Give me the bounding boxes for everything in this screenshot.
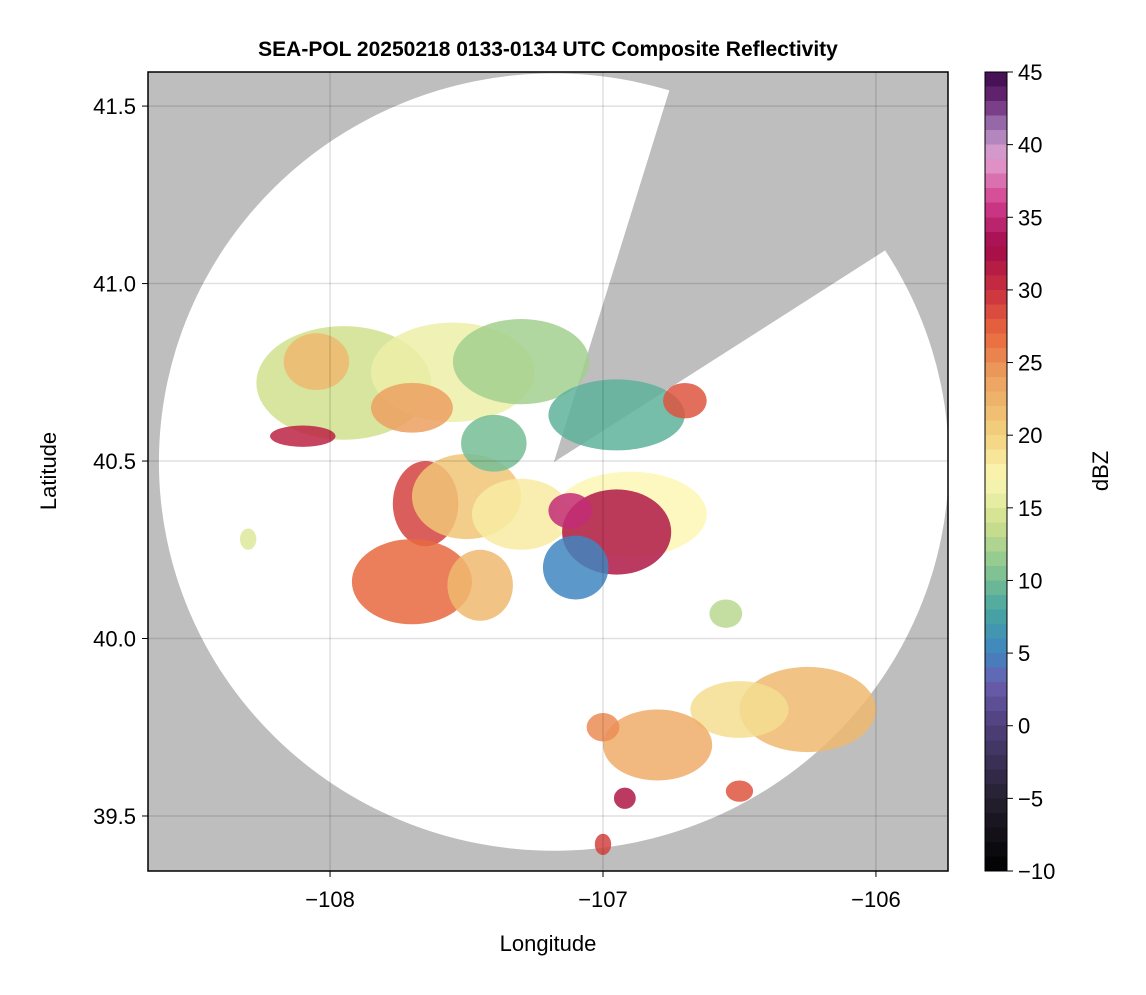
colorbar-tick-label: 25 (1018, 351, 1042, 376)
colorbar-tick-label: 15 (1018, 496, 1042, 521)
y-tick-label: 41.5 (93, 94, 136, 119)
x-tick-label: −106 (851, 887, 901, 912)
colorbar-tick-label: −10 (1018, 859, 1055, 884)
echo-cell (447, 549, 513, 621)
y-axis-label: Latitude (36, 432, 61, 510)
y-tick-label: 40.0 (93, 627, 136, 652)
echo-cell (663, 382, 707, 419)
echo-cell (594, 833, 612, 856)
plot-frame (147, 71, 949, 872)
x-ticks: −108 −107 −106 (305, 871, 901, 912)
y-tick-label: 40.5 (93, 449, 136, 474)
colorbar-label: dBZ (1088, 451, 1113, 491)
blocked-sector (553, 72, 948, 463)
echo-cell (370, 382, 453, 433)
echo-cell (586, 713, 620, 742)
colorbar-tick-label: 10 (1018, 568, 1042, 593)
echo-cell (452, 319, 590, 405)
chart-title: SEA-POL 20250218 0133-0134 UTC Composite… (258, 38, 838, 61)
echo-cell (471, 478, 571, 550)
colorbar-tick-label: 5 (1018, 641, 1030, 666)
echo-cell (613, 787, 636, 809)
colorbar-tick-label: −5 (1018, 786, 1043, 811)
echo-cell (739, 666, 876, 753)
y-tick-label: 39.5 (93, 804, 136, 829)
echo-cell (239, 528, 257, 550)
plot-area (148, 72, 948, 871)
echo-cell (548, 379, 685, 451)
echo-cell (602, 709, 713, 781)
echo-cell (461, 414, 527, 472)
echo-cell (548, 492, 593, 529)
colorbar-tick-label: 45 (1018, 60, 1042, 85)
x-tick-label: −107 (578, 887, 628, 912)
y-ticks: 39.5 40.0 40.5 41.0 41.5 (93, 94, 148, 829)
colorbar-tick-label: 0 (1018, 714, 1030, 739)
colorbar-tick-label: 30 (1018, 278, 1042, 303)
echo-cell (351, 539, 472, 625)
colorbar-ticks: −10 −5 0 5 10 15 20 25 30 35 40 45 (1007, 60, 1055, 884)
echo-cell (542, 535, 609, 600)
y-tick-label: 41.0 (93, 272, 136, 297)
echo-cell (283, 333, 350, 391)
x-axis-label: Longitude (500, 931, 597, 956)
echo-cell (690, 681, 789, 738)
echo-cell (709, 599, 743, 628)
colorbar-tick-label: 20 (1018, 423, 1042, 448)
x-tick-label: −108 (305, 887, 355, 912)
echo-cell (725, 780, 754, 802)
echo-cell (270, 425, 336, 447)
colorbar (984, 71, 1008, 872)
grid (148, 72, 948, 871)
colorbar-tick-label: 40 (1018, 133, 1042, 158)
colorbar-tick-label: 35 (1018, 205, 1042, 230)
